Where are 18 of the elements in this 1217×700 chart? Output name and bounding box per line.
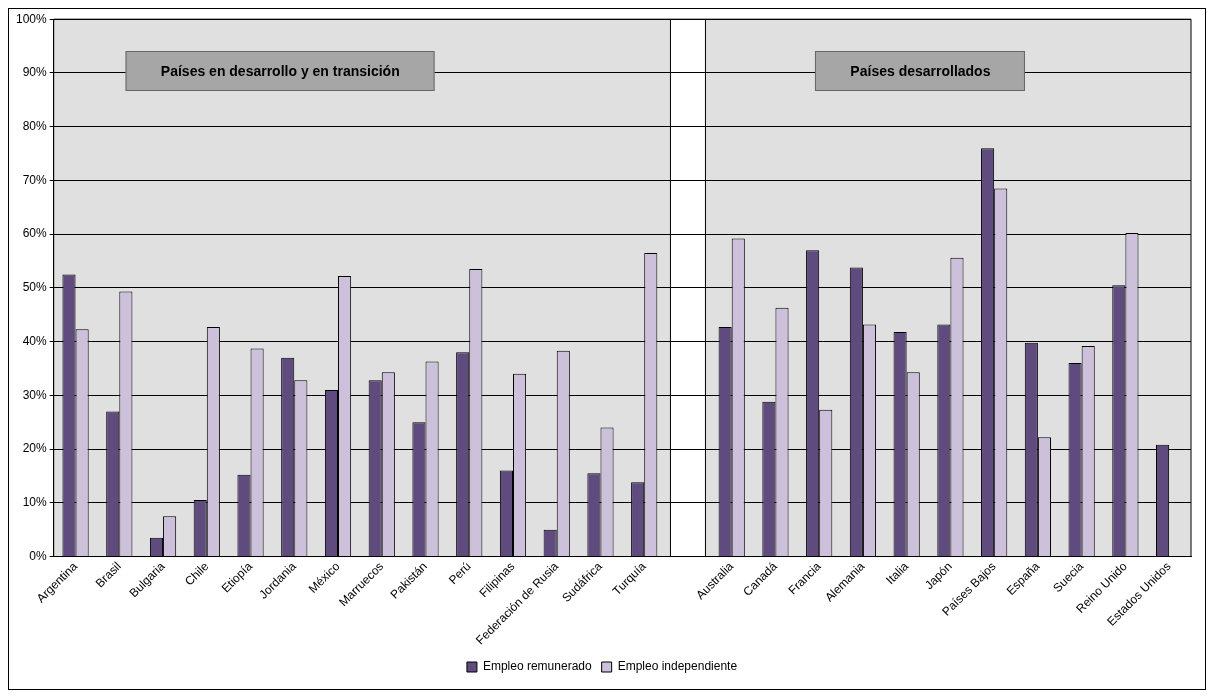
y-tick-label: 0% bbox=[29, 548, 48, 563]
y-tick-label: 50% bbox=[22, 280, 48, 295]
x-tick-label: Italia bbox=[883, 558, 912, 588]
legend-label: Empleo remunerado bbox=[482, 659, 592, 674]
y-tick-label: 20% bbox=[22, 441, 48, 456]
legend-label: Empleo independiente bbox=[617, 659, 738, 674]
y-tick-label: 10% bbox=[22, 495, 48, 510]
y-tick-label: 90% bbox=[22, 65, 48, 80]
y-tick-label: 40% bbox=[22, 333, 48, 348]
y-tick-label: 60% bbox=[22, 226, 48, 241]
annotation: Países en desarrollo y en transición bbox=[160, 63, 400, 80]
y-tick-label: 30% bbox=[22, 387, 48, 402]
y-tick-label: 100% bbox=[15, 11, 48, 26]
label-box: Países en desarrollo y en transición bbox=[125, 51, 435, 92]
annotation: Países desarrollados bbox=[850, 63, 991, 80]
y-tick-label: 80% bbox=[22, 118, 48, 133]
label-box: Países desarrollados bbox=[815, 51, 1026, 92]
y-tick-label: 70% bbox=[22, 172, 48, 187]
